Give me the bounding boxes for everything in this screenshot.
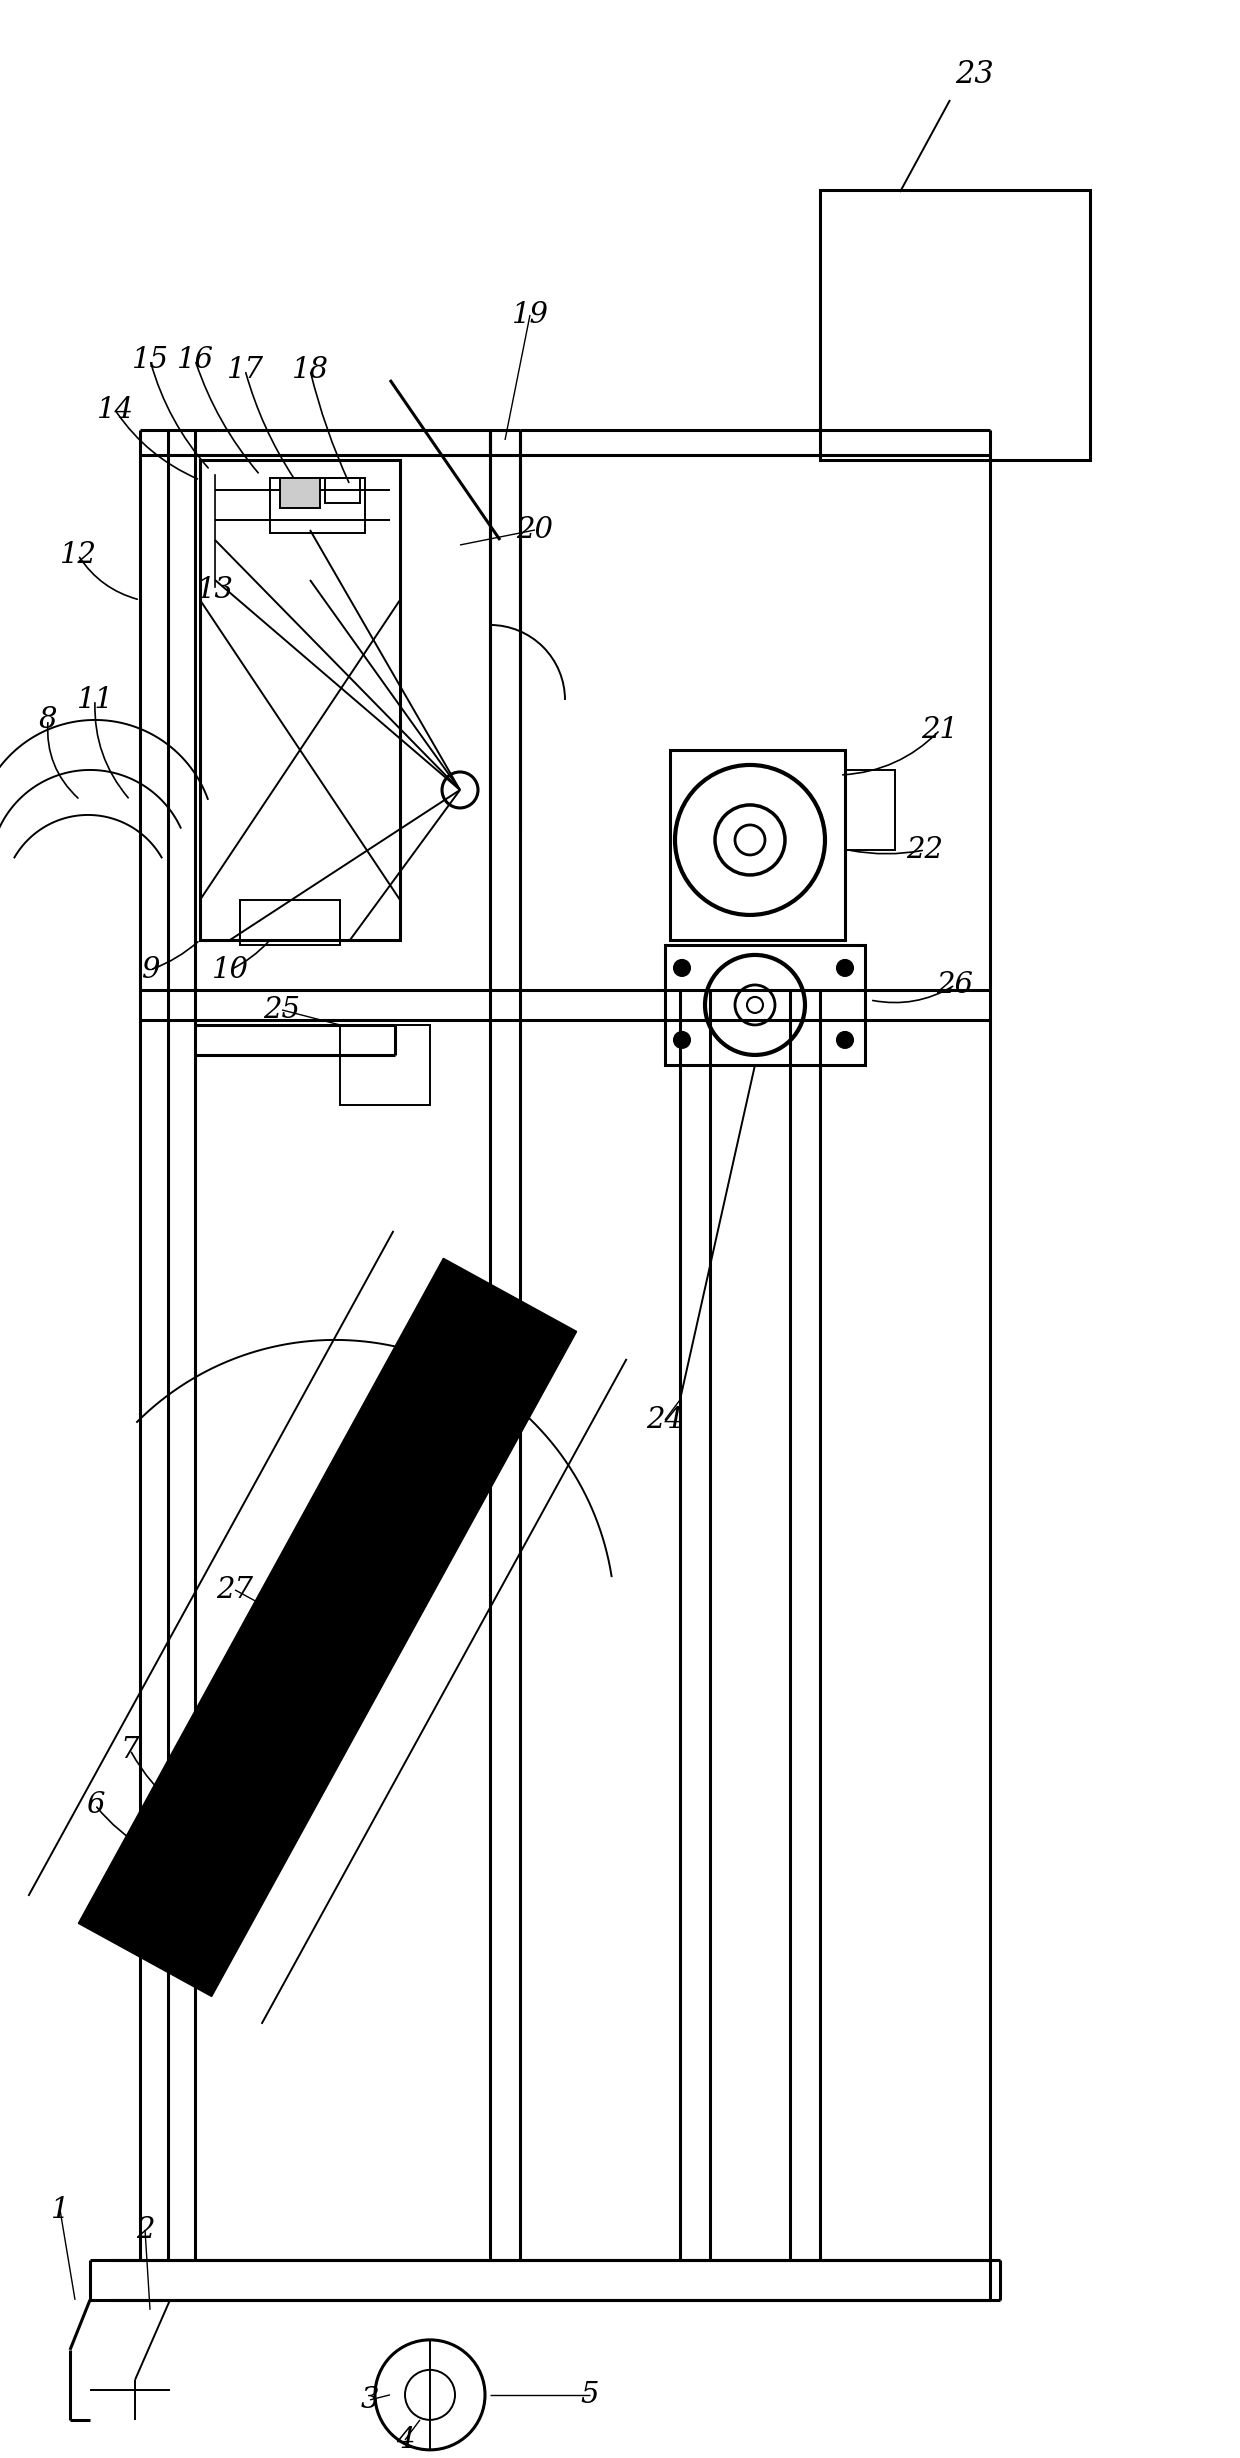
Circle shape: [675, 961, 689, 976]
Bar: [241, 900, 340, 944]
Bar: [340, 1025, 430, 1106]
Circle shape: [837, 961, 853, 976]
Text: 5: 5: [580, 2382, 599, 2409]
Text: 16: 16: [176, 347, 213, 374]
Text: 20: 20: [517, 516, 553, 543]
Text: 25: 25: [264, 995, 300, 1025]
Text: 24: 24: [646, 1406, 683, 1433]
Text: 2: 2: [135, 2215, 154, 2244]
Text: 17: 17: [227, 356, 264, 383]
Text: 13: 13: [196, 575, 233, 605]
Text: 18: 18: [291, 356, 329, 383]
Text: 19: 19: [512, 300, 548, 329]
Bar: [280, 477, 320, 509]
Text: 1: 1: [51, 2195, 69, 2224]
Circle shape: [837, 1032, 853, 1047]
Bar: [325, 477, 360, 504]
Text: 6: 6: [86, 1792, 104, 1819]
Text: 9: 9: [141, 956, 159, 983]
Text: 4: 4: [396, 2426, 414, 2453]
Text: 21: 21: [921, 715, 959, 745]
Bar: [670, 750, 844, 939]
Text: 3: 3: [361, 2387, 379, 2414]
Bar: [844, 769, 895, 850]
Text: 15: 15: [131, 347, 169, 374]
Text: 11: 11: [77, 686, 114, 713]
Text: 26: 26: [936, 971, 973, 998]
Bar: [270, 477, 365, 533]
Text: 12: 12: [60, 541, 97, 568]
Bar: [820, 189, 1090, 460]
Circle shape: [675, 1032, 689, 1047]
Text: 10: 10: [212, 956, 248, 983]
Text: 22: 22: [906, 836, 944, 863]
Text: 8: 8: [38, 705, 57, 735]
Text: 7: 7: [120, 1735, 139, 1765]
Text: 23: 23: [956, 59, 994, 91]
Text: 14: 14: [97, 396, 134, 423]
Bar: [200, 460, 401, 939]
Polygon shape: [78, 1258, 577, 1996]
Text: 27: 27: [217, 1576, 253, 1605]
Bar: [665, 944, 866, 1064]
